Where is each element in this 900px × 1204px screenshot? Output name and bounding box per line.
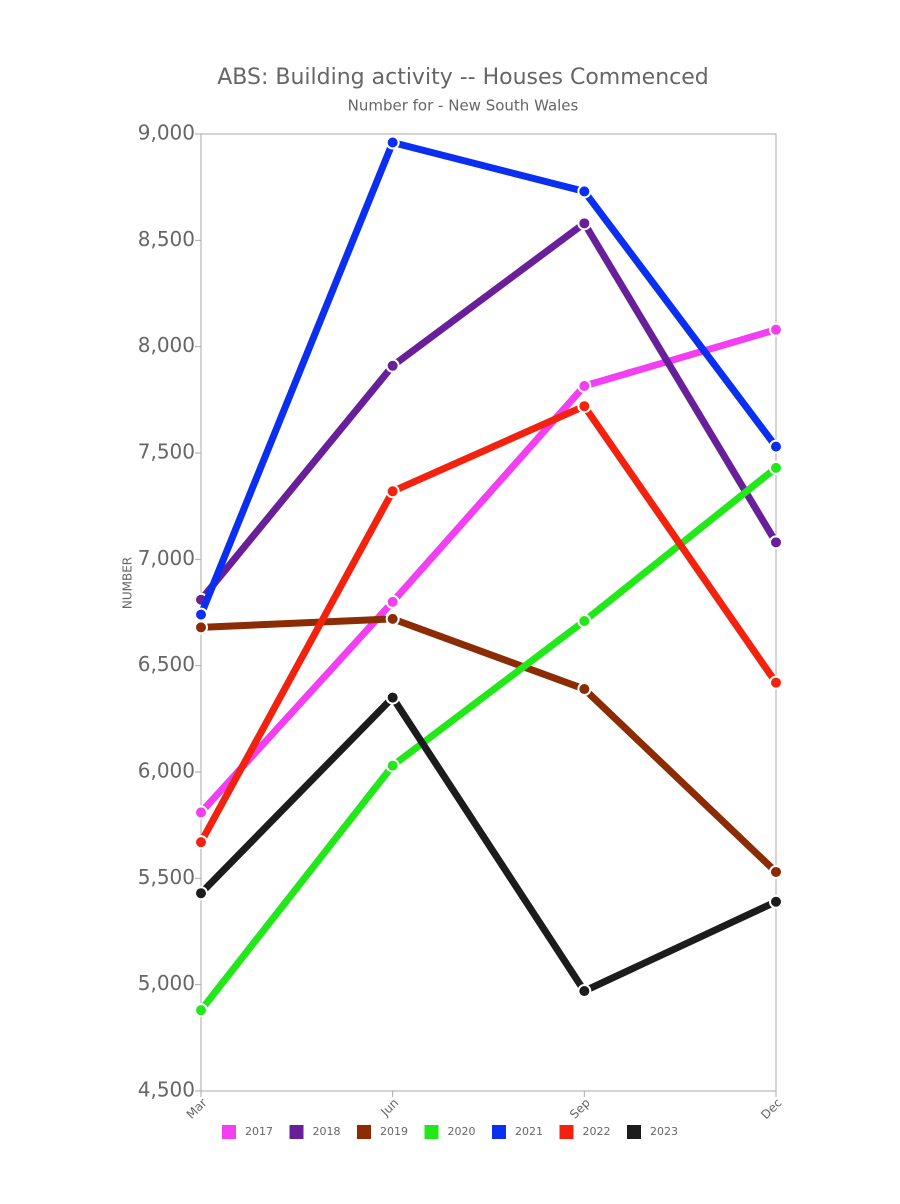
- data-point: [385, 690, 400, 705]
- data-point: [769, 460, 783, 475]
- y-tick-label: 6,000: [138, 759, 195, 783]
- series-line: [198, 694, 778, 995]
- legend-swatch: [492, 1125, 506, 1139]
- y-tick-label: 4,500: [138, 1078, 195, 1102]
- legend-label: 2019: [380, 1125, 408, 1138]
- data-point: [385, 135, 400, 150]
- y-tick-label: 6,500: [138, 652, 195, 676]
- legend-label: 2023: [650, 1125, 678, 1138]
- y-tick-label: 8,000: [138, 333, 195, 357]
- legend-label: 2018: [313, 1125, 341, 1138]
- series-line: [198, 326, 777, 815]
- legend-label: 2017: [245, 1125, 273, 1138]
- data-point: [385, 611, 400, 626]
- series-line: [198, 465, 779, 1013]
- legend-swatch: [357, 1125, 371, 1139]
- data-point: [194, 886, 208, 901]
- series-line: [197, 402, 779, 844]
- data-point: [577, 984, 592, 999]
- data-point: [385, 358, 400, 373]
- plot-frame: [200, 133, 777, 1092]
- data-point: [769, 864, 783, 879]
- legend-swatch: [222, 1125, 236, 1139]
- data-point: [769, 675, 783, 690]
- y-tick-label: 7,000: [138, 546, 195, 570]
- data-point: [769, 535, 783, 550]
- y-tick-label: 7,500: [138, 440, 195, 464]
- legend-swatch: [559, 1125, 574, 1139]
- data-point: [769, 894, 783, 909]
- series-line: [200, 615, 779, 875]
- x-tick-label: Dec: [758, 1096, 784, 1122]
- y-tick-label: 8,500: [138, 227, 195, 251]
- x-tick-label: Jun: [377, 1096, 401, 1120]
- data-point: [194, 1003, 208, 1018]
- data-point: [194, 620, 208, 635]
- y-axis-label: NUMBER: [121, 557, 135, 609]
- x-tick-label: Sep: [567, 1096, 593, 1122]
- data-point: [194, 607, 208, 622]
- data-point: [577, 682, 592, 697]
- chart-subtitle: Number for - New South Wales: [348, 97, 579, 115]
- legend-label: 2021: [515, 1125, 543, 1138]
- data-point: [577, 379, 592, 394]
- data-point: [769, 439, 783, 454]
- series-line: [197, 139, 779, 616]
- data-point: [577, 216, 592, 231]
- data-point: [194, 835, 208, 850]
- chart-title: ABS: Building activity -- Houses Commenc…: [217, 65, 708, 90]
- data-point: [385, 594, 400, 609]
- data-point: [385, 758, 400, 773]
- legend-swatch: [424, 1125, 439, 1139]
- legend-swatch: [627, 1125, 641, 1139]
- data-point: [577, 614, 592, 629]
- data-point: [577, 399, 592, 414]
- data-point: [769, 322, 783, 337]
- legend-swatch: [289, 1125, 304, 1139]
- y-tick-label: 5,500: [138, 865, 195, 889]
- legend-label: 2022: [583, 1125, 611, 1138]
- y-tick-label: 5,000: [138, 971, 195, 995]
- data-point: [385, 484, 400, 499]
- legend-label: 2020: [448, 1125, 476, 1138]
- data-point: [577, 184, 592, 199]
- series-line: [198, 219, 780, 602]
- data-point: [194, 805, 208, 820]
- y-tick-label: 9,000: [138, 121, 195, 145]
